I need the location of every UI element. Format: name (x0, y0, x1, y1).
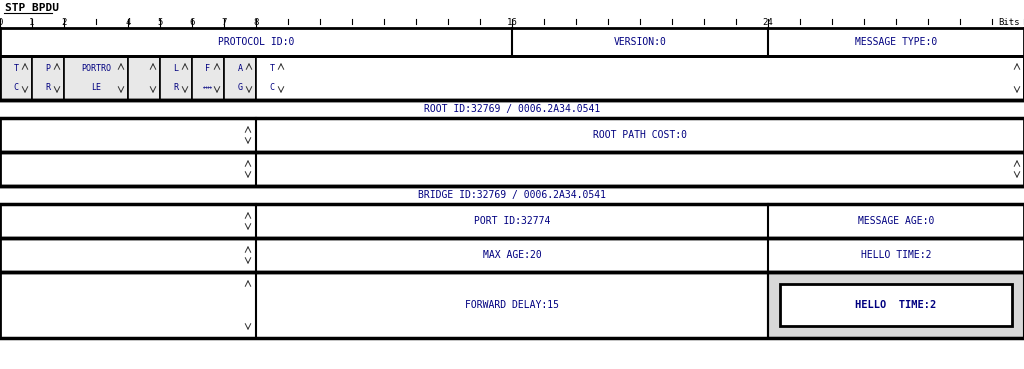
Text: PORT ID:32774: PORT ID:32774 (474, 216, 550, 226)
Text: T: T (269, 64, 274, 73)
Text: 7: 7 (221, 18, 226, 27)
Text: F: F (206, 64, 211, 73)
Bar (256, 56, 1024, 100)
Bar (780, 284, 1012, 326)
Bar (768, 272, 1024, 338)
Bar (128, 56, 160, 100)
Text: ROOT ID:32769 / 0006.2A34.0541: ROOT ID:32769 / 0006.2A34.0541 (424, 104, 600, 114)
Text: MESSAGE TYPE:0: MESSAGE TYPE:0 (855, 37, 937, 47)
Text: LE: LE (91, 83, 101, 92)
Text: R: R (173, 83, 178, 92)
Text: PORTRO: PORTRO (81, 64, 111, 73)
Text: 24: 24 (763, 18, 773, 27)
Text: Bits: Bits (998, 18, 1020, 27)
Text: C: C (13, 83, 18, 92)
Bar (256, 56, 288, 100)
Text: P: P (45, 64, 50, 73)
Text: PROTOCOL ID:0: PROTOCOL ID:0 (218, 37, 294, 47)
Text: FORWARD DELAY:15: FORWARD DELAY:15 (465, 300, 559, 310)
Text: VERSION:0: VERSION:0 (613, 37, 667, 47)
Text: R: R (45, 83, 50, 92)
Text: HELLO  TIME:2: HELLO TIME:2 (855, 300, 937, 310)
Bar (224, 56, 256, 100)
Bar (193, 56, 224, 100)
Text: T: T (13, 64, 18, 73)
Text: 1: 1 (30, 18, 35, 27)
Text: ROOT PATH COST:0: ROOT PATH COST:0 (593, 130, 687, 140)
Text: 6: 6 (189, 18, 195, 27)
Text: 5: 5 (158, 18, 163, 27)
Text: ↔↔: ↔↔ (203, 83, 213, 92)
Text: G: G (238, 83, 243, 92)
Bar (160, 56, 193, 100)
Text: 8: 8 (253, 18, 259, 27)
Text: 16: 16 (507, 18, 517, 27)
Text: HELLO TIME:2: HELLO TIME:2 (861, 250, 931, 260)
Text: C: C (269, 83, 274, 92)
Bar (63, 56, 128, 100)
Text: A: A (238, 64, 243, 73)
Text: BRIDGE ID:32769 / 0006.2A34.0541: BRIDGE ID:32769 / 0006.2A34.0541 (418, 190, 606, 200)
Text: 0: 0 (0, 18, 3, 27)
Text: MAX AGE:20: MAX AGE:20 (482, 250, 542, 260)
Text: MESSAGE AGE:0: MESSAGE AGE:0 (858, 216, 934, 226)
Text: STP BPDU: STP BPDU (5, 3, 59, 13)
Bar (0, 56, 32, 100)
Text: 2: 2 (61, 18, 67, 27)
Text: L: L (173, 64, 178, 73)
Text: 4: 4 (125, 18, 131, 27)
Bar (32, 56, 63, 100)
